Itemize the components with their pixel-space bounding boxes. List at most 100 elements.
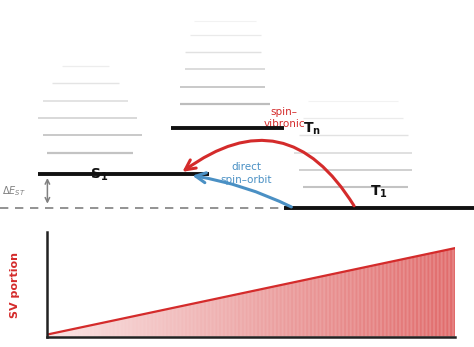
Polygon shape xyxy=(264,288,265,337)
Polygon shape xyxy=(394,261,395,337)
Polygon shape xyxy=(160,310,162,337)
Polygon shape xyxy=(355,269,356,337)
Polygon shape xyxy=(413,257,414,337)
Polygon shape xyxy=(395,261,397,337)
Polygon shape xyxy=(121,319,122,337)
Polygon shape xyxy=(226,296,227,337)
Polygon shape xyxy=(291,283,292,337)
Polygon shape xyxy=(57,332,58,337)
Polygon shape xyxy=(91,325,92,337)
Polygon shape xyxy=(353,269,355,337)
Polygon shape xyxy=(446,250,447,337)
Polygon shape xyxy=(186,305,187,337)
Polygon shape xyxy=(325,276,326,337)
Polygon shape xyxy=(243,293,245,337)
Polygon shape xyxy=(416,256,417,337)
Polygon shape xyxy=(68,330,69,337)
Polygon shape xyxy=(149,313,151,337)
Polygon shape xyxy=(358,268,360,337)
Polygon shape xyxy=(229,296,231,337)
Polygon shape xyxy=(429,253,430,337)
Polygon shape xyxy=(328,274,330,337)
Polygon shape xyxy=(306,279,307,337)
Polygon shape xyxy=(444,250,446,337)
Polygon shape xyxy=(310,279,311,337)
Polygon shape xyxy=(259,289,261,337)
Polygon shape xyxy=(128,317,129,337)
Polygon shape xyxy=(280,285,281,337)
Polygon shape xyxy=(76,328,77,337)
Polygon shape xyxy=(113,320,114,337)
Polygon shape xyxy=(352,270,353,337)
Polygon shape xyxy=(194,303,195,337)
Polygon shape xyxy=(178,306,179,337)
Polygon shape xyxy=(95,324,96,337)
Polygon shape xyxy=(179,306,181,337)
Polygon shape xyxy=(307,279,308,337)
Polygon shape xyxy=(349,270,350,337)
Polygon shape xyxy=(193,303,194,337)
Polygon shape xyxy=(432,253,433,337)
Polygon shape xyxy=(345,271,346,337)
Polygon shape xyxy=(126,318,128,337)
Polygon shape xyxy=(401,259,402,337)
Polygon shape xyxy=(403,259,405,337)
Polygon shape xyxy=(245,293,246,337)
Polygon shape xyxy=(402,259,403,337)
Polygon shape xyxy=(417,256,419,337)
Polygon shape xyxy=(256,290,258,337)
Polygon shape xyxy=(273,286,274,337)
Polygon shape xyxy=(208,300,209,337)
Polygon shape xyxy=(152,312,154,337)
Polygon shape xyxy=(372,265,374,337)
Polygon shape xyxy=(130,317,132,337)
Polygon shape xyxy=(382,263,383,337)
Polygon shape xyxy=(267,288,269,337)
Polygon shape xyxy=(185,305,186,337)
Polygon shape xyxy=(376,264,378,337)
Polygon shape xyxy=(240,293,242,337)
Polygon shape xyxy=(137,315,138,337)
Polygon shape xyxy=(322,276,323,337)
Polygon shape xyxy=(117,320,118,337)
Polygon shape xyxy=(361,268,363,337)
Polygon shape xyxy=(104,322,106,337)
Polygon shape xyxy=(134,316,136,337)
Polygon shape xyxy=(350,270,352,337)
Polygon shape xyxy=(215,299,216,337)
Polygon shape xyxy=(174,307,175,337)
Polygon shape xyxy=(250,291,251,337)
Polygon shape xyxy=(438,252,439,337)
Polygon shape xyxy=(88,325,90,337)
Polygon shape xyxy=(129,317,130,337)
Polygon shape xyxy=(212,299,213,337)
Polygon shape xyxy=(251,291,253,337)
Polygon shape xyxy=(410,257,411,337)
Polygon shape xyxy=(389,262,390,337)
Polygon shape xyxy=(242,293,243,337)
Polygon shape xyxy=(283,285,284,337)
Polygon shape xyxy=(339,272,341,337)
Polygon shape xyxy=(323,276,325,337)
Polygon shape xyxy=(409,257,410,337)
Polygon shape xyxy=(187,305,189,337)
Polygon shape xyxy=(392,261,394,337)
Polygon shape xyxy=(348,271,349,337)
Polygon shape xyxy=(165,309,167,337)
Polygon shape xyxy=(219,298,220,337)
Polygon shape xyxy=(173,308,174,337)
Polygon shape xyxy=(155,312,156,337)
Polygon shape xyxy=(369,266,371,337)
Polygon shape xyxy=(47,334,49,337)
Polygon shape xyxy=(342,272,344,337)
Polygon shape xyxy=(278,285,280,337)
Polygon shape xyxy=(247,292,248,337)
Polygon shape xyxy=(378,264,379,337)
Polygon shape xyxy=(162,310,163,337)
Polygon shape xyxy=(433,252,435,337)
Polygon shape xyxy=(428,254,429,337)
Polygon shape xyxy=(106,322,107,337)
Polygon shape xyxy=(171,308,173,337)
Polygon shape xyxy=(183,305,185,337)
Polygon shape xyxy=(138,315,140,337)
